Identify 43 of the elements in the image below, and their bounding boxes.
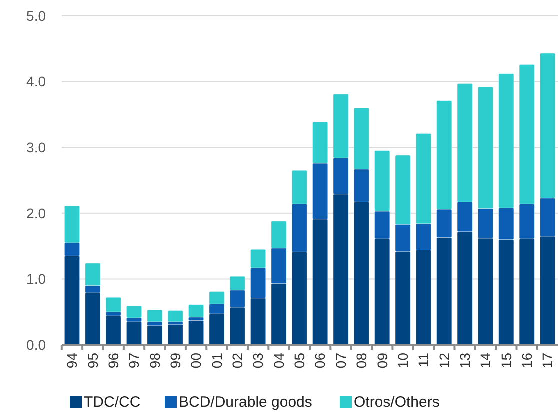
x-tick-label: 99 <box>168 352 184 369</box>
x-tick-label: 14 <box>478 352 494 369</box>
x-tick-label: 98 <box>146 352 163 369</box>
bar <box>106 297 122 312</box>
x-tick-label: 95 <box>84 352 101 369</box>
bar <box>168 310 184 322</box>
bar <box>126 322 142 346</box>
x-tick-label: 17 <box>540 352 556 369</box>
x-tick-label: 16 <box>518 352 535 369</box>
bar <box>147 326 163 346</box>
x-tick-label: 03 <box>250 352 266 369</box>
x-tick-label: 00 <box>188 352 204 369</box>
y-tick-label: 4.0 <box>26 74 46 90</box>
x-tick-label: 01 <box>208 352 225 369</box>
x-tick-label: 02 <box>230 352 246 369</box>
x-tick-label: 06 <box>312 352 328 369</box>
bar <box>106 316 122 346</box>
x-tick-label: 97 <box>126 352 142 369</box>
x-tick-label: 11 <box>416 352 432 368</box>
legend-label: TDC/CC <box>84 394 141 411</box>
x-tick-label: 15 <box>498 352 514 369</box>
x-tick-label: 12 <box>436 352 452 369</box>
legend-label: Otros/Others <box>354 394 440 411</box>
legend-label: BCD/Durable goods <box>179 394 312 411</box>
x-tick-label: 04 <box>270 352 287 369</box>
x-tick-label: 09 <box>374 352 390 369</box>
x-tick-label: 07 <box>332 352 349 369</box>
x-tick-label: 05 <box>292 352 308 369</box>
bar <box>168 324 184 346</box>
x-tick-label: 10 <box>394 352 411 369</box>
x-tick-label: 13 <box>456 352 473 369</box>
y-tick-label: 1.0 <box>26 271 46 288</box>
x-tick-label: 96 <box>105 352 122 369</box>
bar <box>188 320 204 346</box>
y-tick-label: 0.0 <box>26 336 46 353</box>
x-tick-label: 08 <box>354 352 370 369</box>
x-tick-label: 94 <box>64 352 80 369</box>
bar <box>126 306 142 318</box>
bar <box>147 310 163 322</box>
y-tick-label: 5.0 <box>26 8 46 24</box>
y-tick-label: 3.0 <box>26 140 46 156</box>
y-tick-label: 2.0 <box>26 205 46 222</box>
bar <box>188 304 204 318</box>
